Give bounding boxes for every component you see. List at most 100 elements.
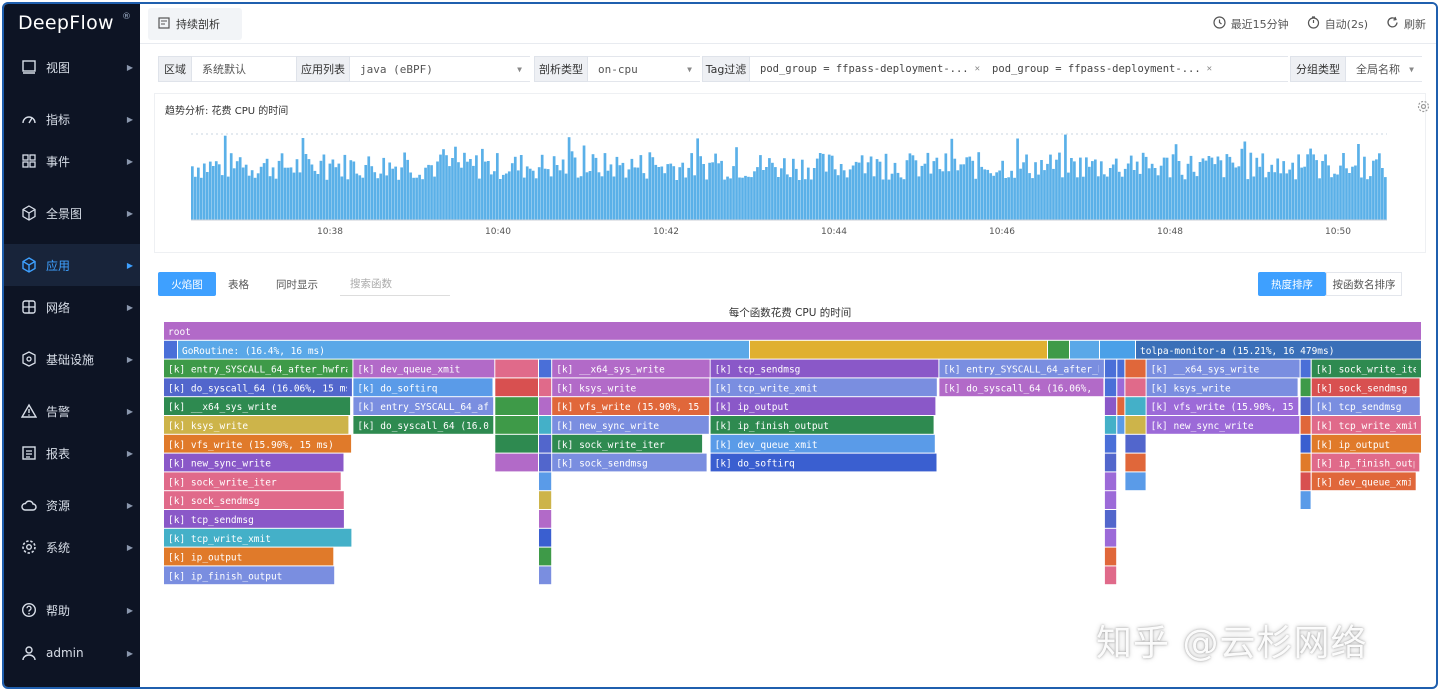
flame-frame[interactable] [539,491,552,509]
flame-frame[interactable] [710,378,937,397]
flame-frame[interactable] [164,547,334,566]
flame-frame[interactable] [164,510,344,528]
flame-frame[interactable] [539,547,552,566]
group-type-select[interactable]: 全局名称 ▼ [1346,56,1422,82]
flame-frame[interactable] [495,453,538,472]
flame-frame[interactable] [539,453,552,472]
flame-frame[interactable] [552,359,710,378]
flame-frame[interactable] [552,378,710,397]
flame-frame[interactable] [164,378,352,397]
flame-frame[interactable] [1300,491,1311,509]
flame-frame[interactable] [1146,359,1300,378]
flame-frame[interactable] [1311,416,1421,434]
sidebar-item-1[interactable]: 指标 ▶ [4,98,140,140]
flame-frame[interactable] [1117,397,1125,415]
flame-frame[interactable] [495,434,538,453]
tag-filter-input[interactable]: pod_group = ffpass-deployment-... ✕ pod_gr… [750,56,1288,82]
flame-frame[interactable] [1104,397,1117,415]
flame-frame[interactable] [539,472,552,491]
flame-frame[interactable] [710,416,934,434]
sidebar-item-4[interactable]: 应用 ▶ [4,244,140,286]
flame-frame[interactable] [1136,340,1421,359]
tag-chip[interactable]: pod_group = ffpass-deployment-... ✕ [992,63,1212,75]
flame-frame[interactable] [1125,397,1146,415]
flame-frame[interactable] [1104,434,1117,453]
close-icon[interactable]: ✕ [974,64,981,74]
flame-frame[interactable] [178,340,749,359]
flame-frame[interactable] [1125,472,1146,491]
flame-frame[interactable] [1104,453,1117,472]
flame-frame[interactable] [552,453,707,472]
flame-frame[interactable] [552,416,709,434]
flame-frame[interactable] [1125,378,1146,397]
sort-by-heat-button[interactable]: 热度排序 [1258,272,1326,296]
flame-frame[interactable] [353,378,493,397]
flame-root-frame[interactable] [164,322,1421,340]
sidebar-item-6[interactable]: 基础设施 ▶ [4,338,140,380]
flame-frame[interactable] [164,434,352,453]
flame-frame[interactable] [164,340,177,359]
flame-frame[interactable] [1117,359,1125,378]
flame-frame[interactable] [1104,378,1117,397]
flame-frame[interactable] [539,566,552,585]
flame-frame[interactable] [552,434,703,453]
flame-frame[interactable] [1104,510,1117,528]
flame-frame[interactable] [539,359,552,378]
flame-frame[interactable] [1300,453,1311,472]
flame-frame[interactable] [1100,340,1135,359]
flame-frame[interactable] [1117,416,1125,434]
auto-refresh-button[interactable]: 自动(2s) [1307,16,1368,32]
flame-frame[interactable] [1125,416,1146,434]
flame-frame[interactable] [1125,359,1146,378]
flame-frame[interactable] [1104,547,1117,566]
flame-frame[interactable] [1311,434,1421,453]
flame-frame[interactable] [495,416,538,434]
region-select[interactable]: 系统默认 [192,56,296,82]
flame-frame[interactable] [939,359,1104,378]
flame-frame[interactable] [1125,453,1146,472]
flame-frame[interactable] [710,434,935,453]
flame-frame[interactable] [1300,397,1311,415]
flame-frame[interactable] [164,472,341,491]
flame-frame[interactable] [1104,491,1117,509]
flame-frame[interactable] [539,528,552,547]
app-select[interactable]: java (eBPF) ▼ [350,56,530,82]
flame-frame[interactable] [164,397,351,415]
flame-frame[interactable] [1300,434,1311,453]
sidebar-item-10[interactable]: 系统 ▶ [4,526,140,568]
both-tab[interactable]: 同时显示 [276,278,318,291]
flame-frame[interactable] [939,378,1104,397]
flame-graph-tab[interactable]: 火焰图 [158,272,216,296]
flame-frame[interactable] [1104,472,1117,491]
flame-frame[interactable] [1125,434,1146,453]
flame-frame[interactable] [539,510,552,528]
flame-frame[interactable] [1311,472,1416,491]
refresh-button[interactable]: 刷新 [1386,16,1426,32]
flame-frame[interactable] [164,566,335,585]
flame-frame[interactable] [1104,566,1117,585]
sort-by-name-button[interactable]: 按函数名排序 [1326,272,1402,296]
flame-frame[interactable] [552,397,710,415]
flame-frame[interactable] [1146,378,1298,397]
function-search-input[interactable]: 搜索函数 [340,272,450,296]
app-logo[interactable]: DeepFlow [18,12,114,34]
flame-frame[interactable] [1311,397,1420,415]
flame-frame[interactable] [1146,397,1299,415]
time-range-button[interactable]: 最近15分钟 [1213,16,1289,32]
flame-frame[interactable] [539,397,552,415]
flame-frame[interactable] [539,434,552,453]
sidebar-item-9[interactable]: 资源 ▶ [4,484,140,526]
flame-frame[interactable] [1311,378,1420,397]
flame-frame[interactable] [1300,416,1311,434]
flame-frame[interactable] [1070,340,1099,359]
flame-frame[interactable] [1300,378,1311,397]
flame-frame[interactable] [495,397,538,415]
sidebar-item-2[interactable]: 事件 ▶ [4,140,140,182]
flame-frame[interactable] [710,359,939,378]
flame-frame[interactable] [1311,359,1421,378]
close-icon[interactable]: ✕ [1206,64,1213,74]
flame-frame[interactable] [1117,378,1125,397]
flame-frame[interactable] [353,416,494,434]
sidebar-item-5[interactable]: 网络 ▶ [4,286,140,328]
flame-graph[interactable]: root GoRoutine: (16.4%, 16 ms) tolpa-monit… [164,322,1422,687]
